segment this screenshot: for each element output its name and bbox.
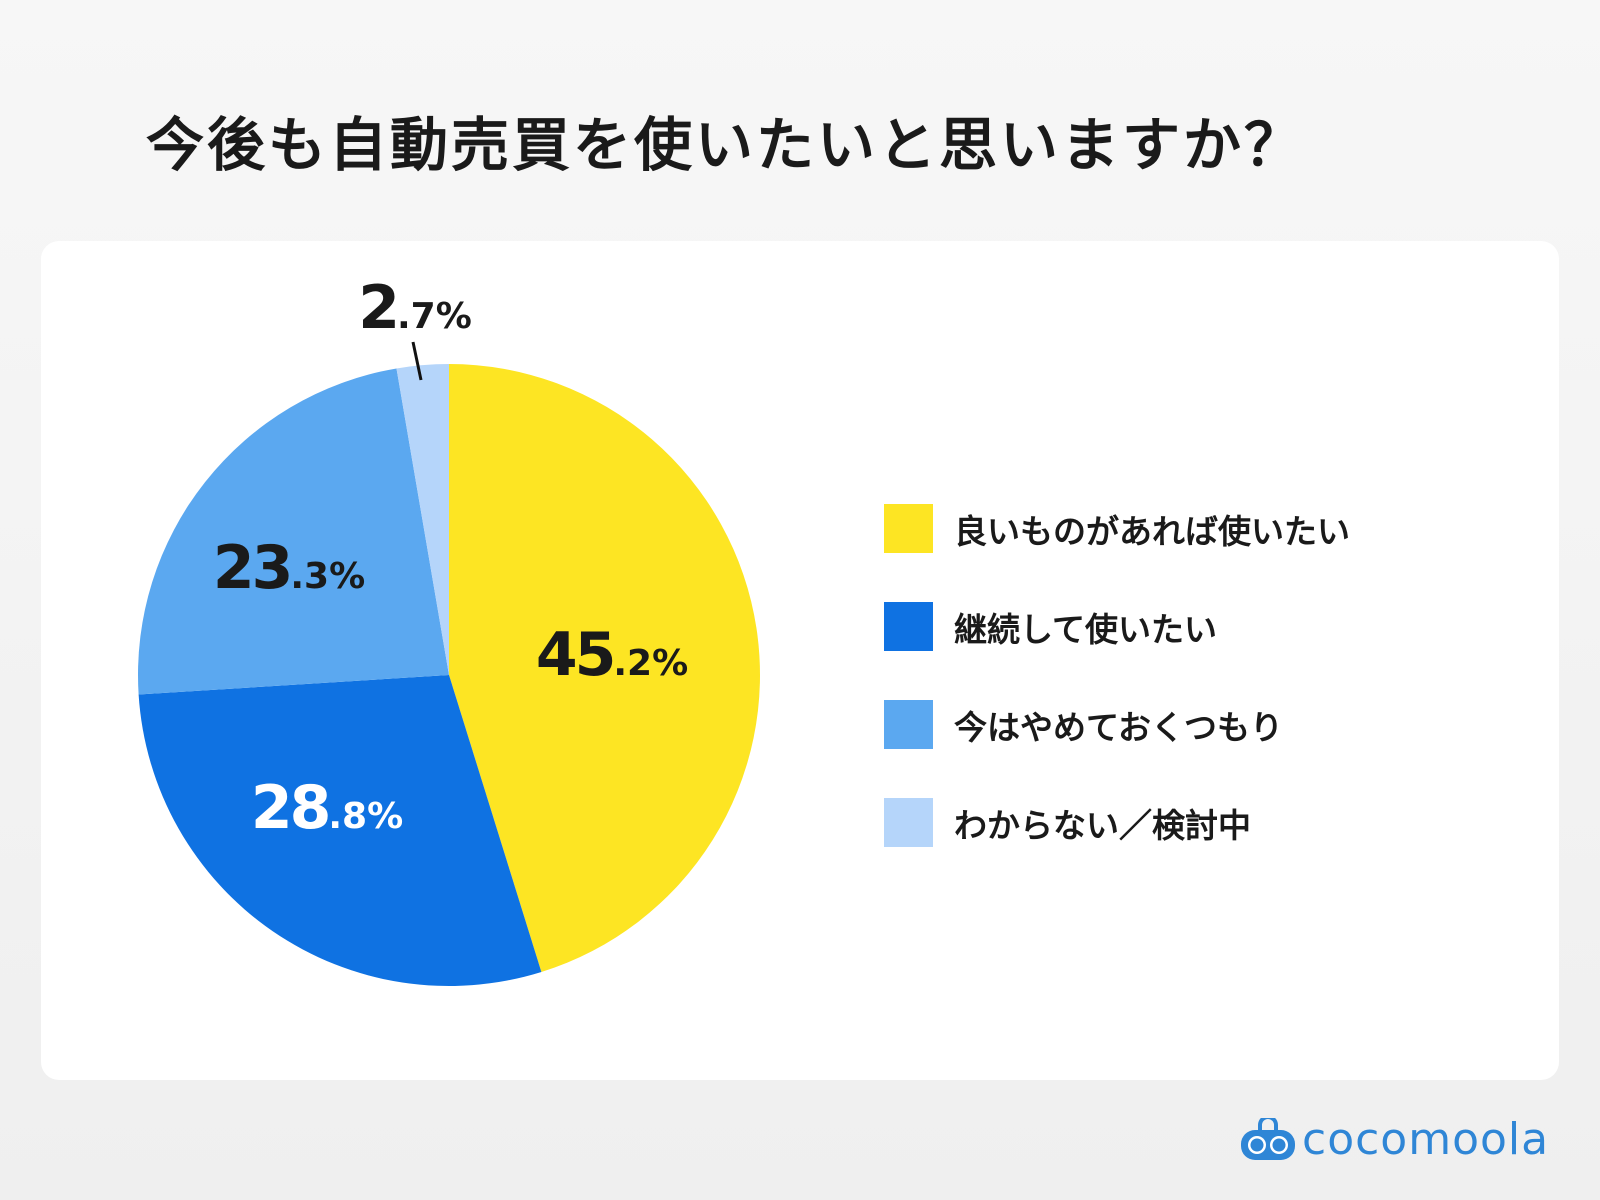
chart-title: 今後も自動売買を使いたいと思いますか？ [146, 111, 1306, 179]
pie-slice [449, 364, 760, 972]
leader-line [411, 341, 423, 381]
pie-slice [138, 675, 542, 986]
legend-swatch [884, 504, 933, 553]
pie-slice [138, 368, 449, 695]
legend-item: 今はやめておくつもり [884, 700, 1350, 749]
logo-icon [1241, 1118, 1295, 1160]
pie-slice [396, 364, 449, 675]
legend-label: わからない／検討中 [954, 805, 1251, 845]
legend-swatch [884, 602, 933, 651]
legend-item: 良いものがあれば使いたい [884, 504, 1350, 553]
legend-label: 継続して使いたい [954, 609, 1218, 649]
legend-label: 良いものがあれば使いたい [954, 511, 1350, 551]
data-label: 28.8% [251, 773, 403, 843]
legend-item: わからない／検討中 [884, 798, 1350, 847]
legend-swatch [884, 700, 933, 749]
legend-item: 継続して使いたい [884, 602, 1350, 651]
legend: 良いものがあれば使いたい 継続して使いたい 今はやめておくつもり わからない／検… [884, 504, 1350, 896]
data-label: 23.3% [213, 533, 365, 603]
logo-text: cocomoola [1302, 1114, 1550, 1165]
legend-swatch [884, 798, 933, 847]
legend-label: 今はやめておくつもり [954, 707, 1284, 747]
data-label: 45.2% [536, 620, 688, 690]
data-label: 2.7% [358, 273, 472, 343]
logo: cocomoola [1240, 1118, 1549, 1162]
